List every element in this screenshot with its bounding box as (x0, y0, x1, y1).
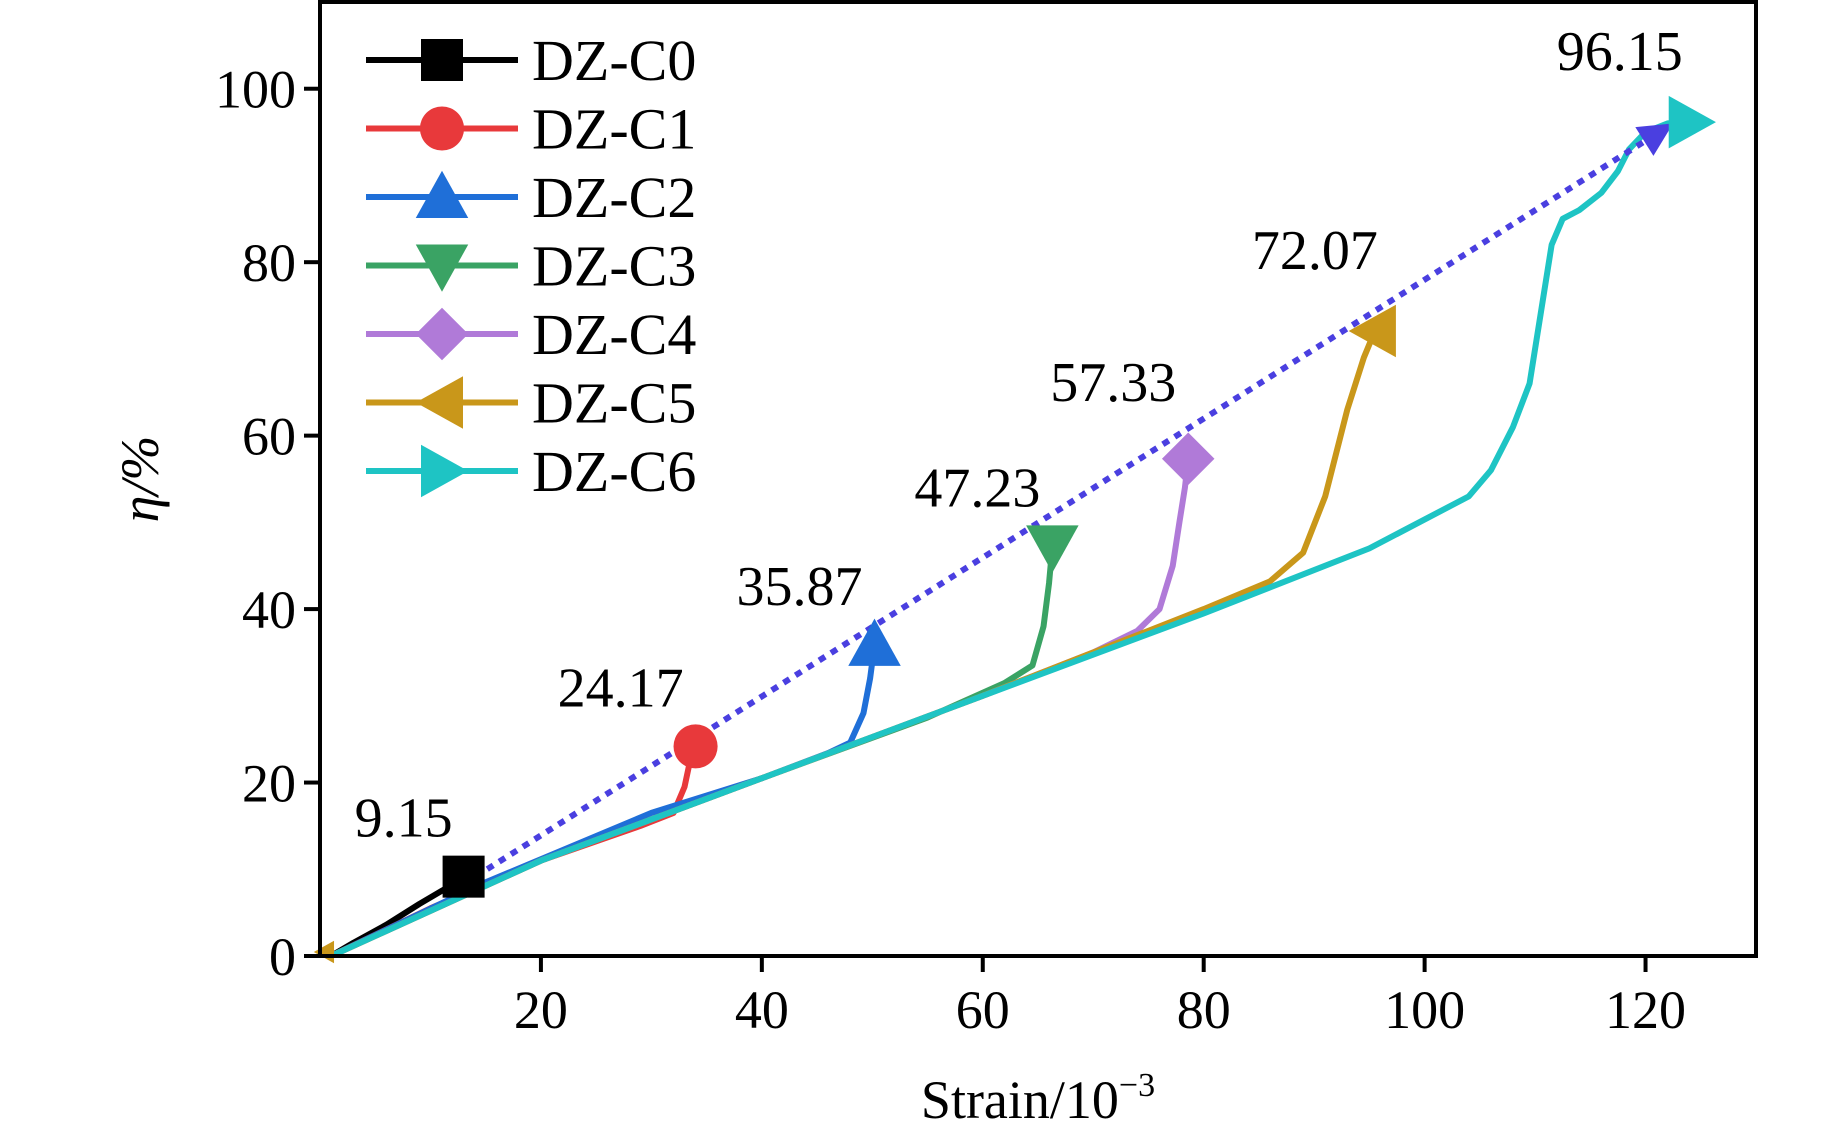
marker-dz-c5 (1348, 304, 1396, 358)
legend-item-dz-c5: DZ-C5 (366, 371, 696, 436)
marker-dz-c4 (1161, 432, 1215, 486)
legend-label: DZ-C1 (532, 97, 696, 162)
y-tick-label-60: 60 (242, 407, 296, 467)
legend-item-dz-c0: DZ-C0 (366, 28, 696, 93)
legend-label: DZ-C6 (532, 439, 696, 504)
y-axis-ticks: 0 20 40 60 80 100 (215, 60, 320, 987)
x-tick-label-80: 80 (1177, 980, 1231, 1040)
marker-dz-c2 (848, 618, 901, 666)
marker-dz-c6 (1668, 95, 1716, 149)
trend-line-group (462, 120, 1675, 887)
x-tick-label-120: 120 (1605, 980, 1686, 1040)
trend-arrow-head (1635, 123, 1674, 156)
x-axis-label-exponent: −3 (1119, 1067, 1155, 1104)
legend-marker-dz-c5 (415, 376, 463, 429)
legend-label: DZ-C3 (532, 234, 696, 299)
data-label-3: 47.23 (914, 457, 1040, 519)
trend-line (462, 120, 1675, 887)
x-axis-label: Strain/10−3 (921, 1067, 1155, 1130)
legend-item-dz-c3: DZ-C3 (366, 234, 696, 299)
data-label-2: 35.87 (737, 556, 863, 618)
data-label-6: 96.15 (1557, 21, 1683, 83)
plot-markers (313, 95, 1716, 964)
data-label-5: 72.07 (1252, 220, 1378, 282)
legend-label: DZ-C4 (532, 302, 696, 367)
x-axis-label-base: Strain/10 (921, 1070, 1119, 1130)
x-tick-label-100: 100 (1384, 980, 1465, 1040)
x-tick-label-40: 40 (735, 980, 789, 1040)
y-tick-label-40: 40 (242, 580, 296, 640)
y-axis-label: η/% (110, 436, 170, 523)
y-tick-label-20: 20 (242, 754, 296, 814)
x-tick-label-60: 60 (956, 980, 1010, 1040)
data-label-0: 9.15 (355, 788, 453, 850)
legend-marker-dz-c0 (421, 39, 463, 81)
origin-marker (313, 940, 335, 964)
legend-item-dz-c6: DZ-C6 (366, 439, 696, 504)
legend-label: DZ-C2 (532, 165, 696, 230)
marker-dz-c0 (442, 855, 485, 898)
series-line-dz-c5 (328, 327, 1378, 959)
marker-dz-c1 (673, 724, 718, 769)
legend-marker-dz-c1 (419, 106, 465, 151)
y-tick-label-100: 100 (215, 60, 296, 120)
legend-marker-dz-c2 (415, 170, 469, 218)
plot-frame (318, 0, 1758, 958)
y-tick-label-80: 80 (242, 233, 296, 293)
data-label-1: 24.17 (558, 657, 684, 719)
legend-label: DZ-C0 (532, 28, 696, 93)
legend-item-dz-c4: DZ-C4 (366, 302, 696, 367)
legend-marker-dz-c4 (415, 307, 469, 361)
legend-marker-dz-c6 (421, 444, 469, 498)
data-label-4: 57.33 (1050, 352, 1176, 414)
plot-series (328, 119, 1693, 959)
legend-item-dz-c2: DZ-C2 (366, 165, 696, 230)
legend-marker-dz-c3 (415, 244, 469, 292)
marker-dz-c3 (1026, 525, 1079, 573)
y-tick-label-0: 0 (269, 927, 296, 987)
x-axis-ticks: 20 40 60 80 100 120 (514, 956, 1686, 1040)
x-tick-label-20: 20 (514, 980, 568, 1040)
legend-item-dz-c1: DZ-C1 (366, 97, 696, 162)
legend-label: DZ-C5 (532, 371, 696, 436)
